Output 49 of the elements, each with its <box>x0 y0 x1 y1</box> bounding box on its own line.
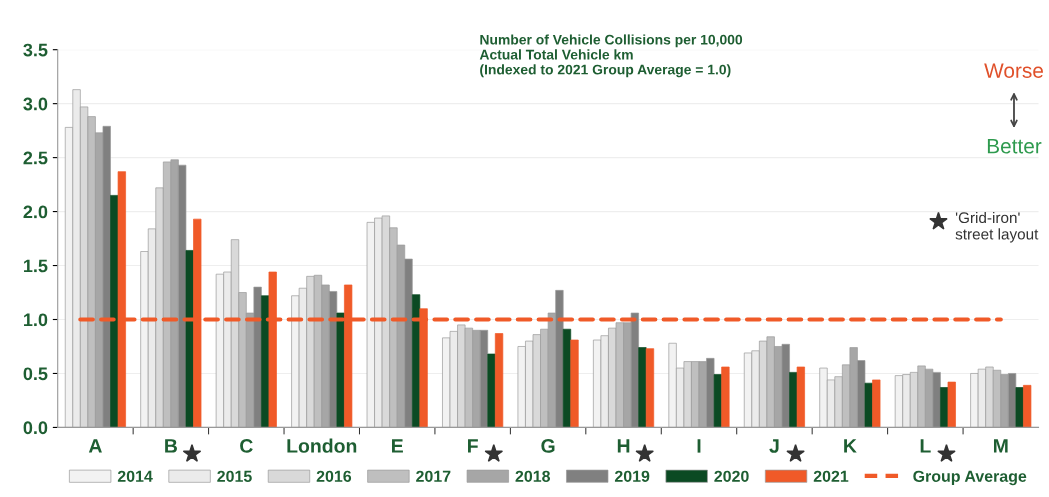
legend-label: 2019 <box>614 470 650 482</box>
bar <box>947 381 956 428</box>
bar <box>185 250 194 428</box>
x-tick-label: C <box>240 439 253 453</box>
chart-title: Number of Vehicle Collisions per 10,000 Actual Total Vehicle km (Indexed to 2021 Group Average = 1.0) <box>479 34 743 78</box>
x-tick-label: L <box>920 439 931 453</box>
annotation: Worse <box>984 63 1043 78</box>
y-tick-label: 0.5 <box>23 367 48 381</box>
bar <box>796 366 805 428</box>
y-tick-label: 2.5 <box>23 151 48 165</box>
bar <box>570 339 579 428</box>
y-tick-label: 1.5 <box>24 259 48 273</box>
x-tick-label: G <box>541 439 555 453</box>
x-tick-label: B <box>165 439 177 453</box>
y-tick-label: 1.0 <box>24 313 48 327</box>
x-tick-label: K <box>844 439 857 453</box>
x-tick-label: F <box>468 439 478 453</box>
bar <box>1023 384 1032 428</box>
y-tick-label: 3.5 <box>23 43 48 57</box>
x-tick-label: I <box>697 439 701 453</box>
x-tick-label: London <box>287 438 357 453</box>
bar <box>713 374 722 428</box>
legend-label: 2016 <box>316 470 352 482</box>
bar <box>638 347 647 428</box>
bar <box>721 366 730 428</box>
x-tick-label: E <box>392 439 403 453</box>
legend-label: 2017 <box>416 470 451 482</box>
x-tick-label: A <box>88 439 102 453</box>
x-tick-label: H <box>617 439 630 453</box>
bar <box>864 382 873 428</box>
bar <box>645 348 655 428</box>
legend-label: 2020 <box>714 470 749 482</box>
bar <box>1015 387 1024 428</box>
y-tick-label: 2.0 <box>23 205 48 219</box>
legend-label: 2015 <box>217 470 252 482</box>
y-tick-label: 3.0 <box>23 97 48 111</box>
bar <box>872 379 881 428</box>
legend-label: 2014 <box>117 470 153 482</box>
legend-label: Group Average <box>913 470 1027 486</box>
x-tick-label: J <box>769 439 779 453</box>
bar <box>487 353 496 428</box>
x-tick-label: M <box>993 439 1008 453</box>
annotation: 'Grid-iron' street layout <box>955 211 1039 243</box>
legend-label: 2018 <box>515 470 551 482</box>
annotation: Better <box>987 138 1042 154</box>
legend-label: 2021 <box>813 470 849 482</box>
bar <box>494 333 504 428</box>
bar <box>336 312 345 428</box>
y-tick-label: 0.0 <box>23 421 48 435</box>
